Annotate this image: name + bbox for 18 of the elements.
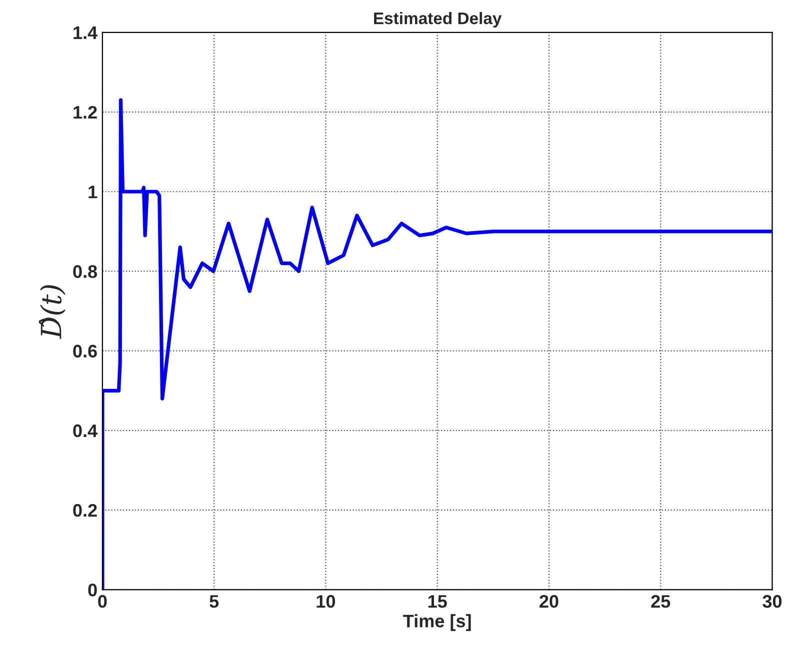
x-axis-title: Time [s] [403, 614, 471, 631]
y-tick-label: 1 [88, 186, 98, 198]
y-tick-label: 1.4 [74, 26, 98, 39]
y-tick-label: 0.8 [73, 265, 98, 278]
x-tick-label: 20 [540, 595, 558, 608]
y-tick-label: 0 [88, 584, 97, 596]
y-tick-label: 0.4 [73, 424, 98, 438]
y-tick-label: 0.6 [73, 344, 97, 358]
x-tick-label: 25 [651, 595, 670, 608]
x-tick-label: 10 [316, 595, 336, 608]
y-axis-title: D̂(t) [38, 285, 66, 340]
y-tick-label: 1.2 [74, 106, 97, 119]
x-tick-label: 0 [98, 595, 107, 608]
x-tick-label: 5 [210, 595, 219, 608]
y-tick-label: 0.2 [73, 504, 97, 517]
chart-title: Estimated Delay [374, 12, 502, 28]
x-tick-label: 15 [428, 595, 447, 608]
x-tick-label: 30 [762, 595, 782, 608]
